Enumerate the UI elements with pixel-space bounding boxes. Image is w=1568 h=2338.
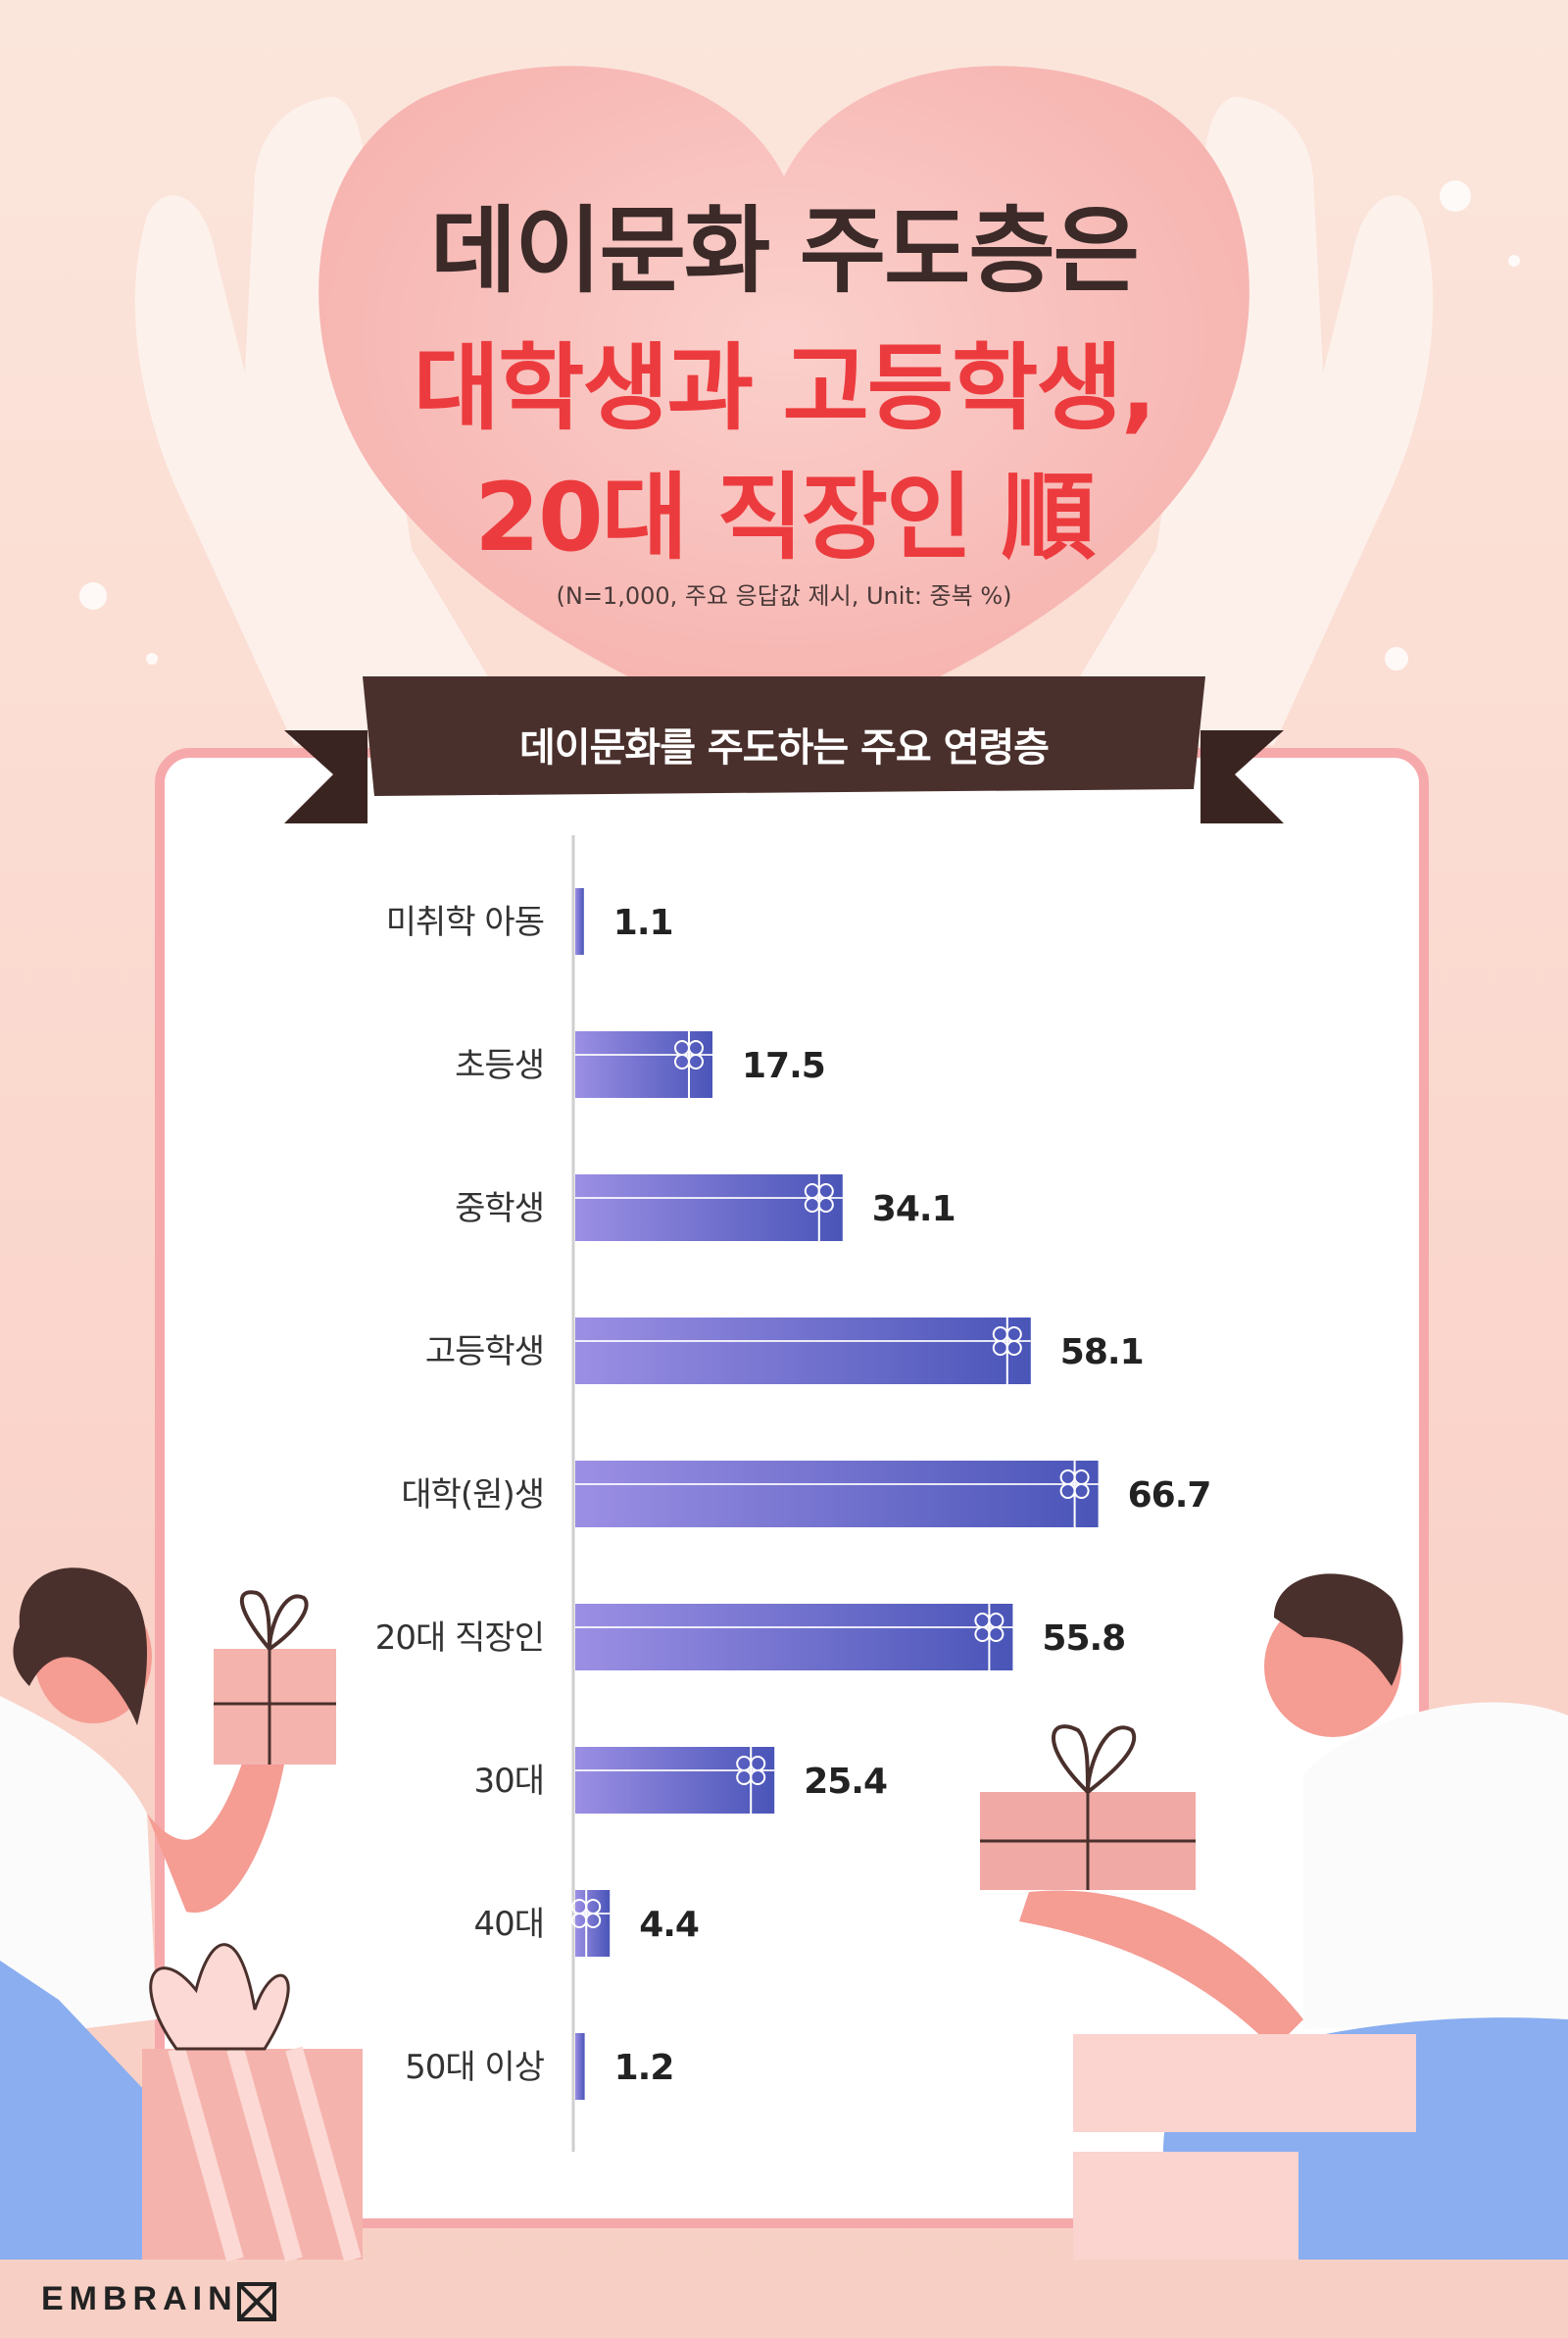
sample-note: (N=1,000, 주요 응답값 제시, Unit: 중복 %): [556, 582, 1012, 610]
value-label: 17.5: [742, 1046, 825, 1086]
bar: [575, 888, 584, 955]
category-label: 20대 직장인: [375, 1618, 544, 1658]
value-label: 58.1: [1060, 1332, 1144, 1372]
value-label: 25.4: [804, 1762, 887, 1802]
bow-icon: [674, 1040, 704, 1070]
title-line-3: 20대 직장인 順: [474, 463, 1096, 572]
category-label: 고등학생: [425, 1332, 544, 1371]
brand-logo: EMBRAIN: [41, 2280, 238, 2317]
sparkle-dot: [79, 582, 107, 610]
category-label: 30대: [473, 1762, 544, 1801]
gift-box-striped: [142, 1943, 363, 2263]
category-label: 50대 이상: [405, 2048, 545, 2087]
bar: [575, 1174, 843, 1241]
value-label: 34.1: [872, 1189, 956, 1229]
value-label: 55.8: [1042, 1618, 1125, 1659]
sparkle-dot: [146, 653, 158, 665]
sparkle-dot: [1508, 255, 1520, 267]
bar: [575, 1461, 1099, 1527]
category-label: 중학생: [455, 1189, 544, 1228]
left-hand-illustration: [134, 96, 529, 746]
sparkle-dot: [1440, 180, 1471, 212]
value-label: 1.2: [614, 2048, 674, 2088]
bow-icon: [1059, 1469, 1090, 1499]
bow-icon: [571, 1899, 602, 1928]
bow-icon: [992, 1326, 1022, 1356]
category-label: 초등생: [455, 1046, 544, 1085]
chart-title-banner: 데이문화를 주도하는 주요 연령층: [519, 725, 1050, 771]
value-label: 1.1: [613, 903, 673, 943]
title-line-1: 데이문화 주도층은: [430, 196, 1140, 306]
sparkle-dot: [1385, 647, 1408, 671]
ribbon-right-tail: [1156, 730, 1284, 823]
bar: [575, 1604, 1013, 1670]
category-label: 미취학 아동: [386, 903, 544, 942]
category-label: 대학(원)생: [401, 1475, 544, 1515]
bow-icon: [974, 1613, 1004, 1642]
bar: [575, 1890, 611, 1957]
bow-icon: [736, 1756, 766, 1785]
ribbon-body: [363, 676, 1205, 796]
gift-box-large: [980, 1724, 1196, 1890]
gift-box-small: [214, 1590, 336, 1765]
heart-shape: [318, 66, 1250, 745]
bow-icon: [804, 1183, 834, 1213]
category-label: 40대: [473, 1905, 544, 1944]
right-hand-illustration: [1039, 96, 1434, 746]
title-line-2: 대학생과 고등학생,: [413, 333, 1156, 443]
value-label: 4.4: [639, 1905, 699, 1945]
gift-boxes-stack: [1073, 2034, 1416, 2260]
brand-mark-icon: [237, 2282, 276, 2321]
bar: [575, 2033, 585, 2100]
bar: [575, 1318, 1031, 1384]
ribbon-left-tail: [284, 730, 412, 823]
value-label: 66.7: [1128, 1475, 1211, 1516]
